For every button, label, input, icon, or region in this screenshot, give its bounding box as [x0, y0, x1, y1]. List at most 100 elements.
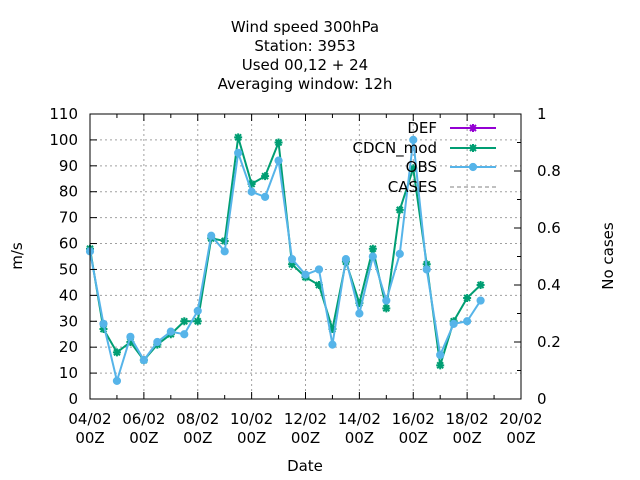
- data-point-marker: [234, 148, 243, 157]
- x-tick-label: 04/02: [68, 410, 111, 428]
- data-point-marker: [449, 319, 458, 328]
- data-point-marker: [476, 296, 485, 305]
- data-point-marker: [469, 144, 477, 152]
- data-point-marker: [409, 135, 418, 145]
- data-point-marker: [301, 270, 310, 279]
- y-tick-label: 70: [59, 209, 78, 227]
- y-tick-label: 110: [49, 105, 78, 123]
- series-obs: [85, 135, 485, 385]
- data-point-marker: [341, 254, 351, 264]
- data-point-marker: [287, 254, 297, 264]
- x-tick-label: 10/02: [230, 410, 273, 428]
- chart-title-line: Station: 3953: [254, 37, 355, 55]
- y-tick-label: 20: [59, 338, 78, 356]
- x-tick-label: 16/02: [392, 410, 435, 428]
- y2-tick-label: 0.4: [537, 276, 561, 294]
- data-point-marker: [463, 293, 472, 302]
- data-point-marker: [395, 205, 404, 214]
- y-tick-label: 90: [59, 157, 78, 175]
- legend-label: CDCN_mod: [352, 139, 437, 158]
- legend-label: DEF: [407, 119, 437, 137]
- data-point-marker: [476, 281, 485, 289]
- data-point-marker: [382, 296, 391, 305]
- data-point-marker: [409, 164, 418, 173]
- data-point-marker: [463, 317, 472, 326]
- data-point-marker: [355, 309, 364, 318]
- grid-layer: [90, 114, 521, 399]
- legend-entry: CASES: [388, 178, 496, 196]
- data-point-marker: [99, 325, 108, 334]
- data-point-marker: [368, 252, 377, 261]
- data-point-marker: [247, 187, 256, 196]
- x-tick-label: 12/02: [284, 410, 327, 428]
- data-point-marker: [207, 231, 216, 240]
- data-point-marker: [180, 330, 189, 339]
- data-point-marker: [112, 348, 121, 357]
- x-tick-label: 06/02: [122, 410, 165, 428]
- data-point-marker: [468, 162, 478, 172]
- y2-tick-label: 1: [537, 105, 547, 123]
- y2-tick-label: 0.8: [537, 162, 561, 180]
- x-tick-label-time: 00Z: [75, 429, 104, 447]
- chart-title-line: Averaging window: 12h: [218, 75, 393, 93]
- data-point-marker: [234, 133, 243, 142]
- y-tick-label: 30: [59, 312, 78, 330]
- x-tick-label-time: 00Z: [129, 429, 158, 447]
- series-line-obs: [89, 139, 482, 385]
- data-point-marker: [328, 325, 337, 334]
- x-tick-label-time: 00Z: [237, 429, 266, 447]
- legend-entry: OBS: [406, 158, 496, 176]
- series-layer: [85, 133, 485, 385]
- y-tick-label: 60: [59, 235, 78, 253]
- x-tick-label-time: 00Z: [506, 429, 535, 447]
- chart-title-line: Used 00,12 + 24: [242, 56, 368, 74]
- plot-frame: [89, 113, 522, 400]
- data-point-marker: [436, 361, 445, 370]
- chart-title-line: Wind speed 300hPa: [231, 18, 379, 36]
- ticks-layer: [89, 113, 522, 400]
- data-point-marker: [153, 337, 162, 347]
- legend-label: CASES: [388, 178, 437, 196]
- data-point-marker: [112, 376, 122, 385]
- x-tick-label: 08/02: [176, 410, 219, 428]
- legend-entry: CDCN_mod: [352, 139, 496, 158]
- x-tick-label: 20/02: [499, 410, 542, 428]
- x-tick-label: 18/02: [446, 410, 489, 428]
- data-point-marker: [274, 138, 283, 147]
- data-point-marker: [126, 332, 135, 341]
- data-point-marker: [395, 249, 404, 259]
- data-point-marker: [166, 327, 175, 336]
- data-point-marker: [99, 319, 108, 328]
- data-point-marker: [247, 179, 256, 188]
- y-tick-label: 50: [59, 260, 78, 278]
- data-point-marker: [469, 124, 477, 132]
- data-point-marker: [314, 265, 324, 274]
- x-tick-label-time: 00Z: [183, 429, 212, 447]
- data-point-marker: [261, 172, 270, 181]
- y2-tick-label: 0.6: [537, 219, 561, 237]
- legend-entry: DEF: [407, 119, 496, 137]
- y2-tick-label: 0: [537, 390, 547, 408]
- data-point-marker: [288, 260, 297, 269]
- data-point-marker: [126, 338, 135, 346]
- y2-tick-label: 0.2: [537, 333, 561, 351]
- y-tick-label: 0: [68, 390, 78, 408]
- y2-axis-label: No cases: [599, 222, 617, 290]
- data-point-marker: [260, 192, 270, 202]
- data-point-marker: [220, 236, 229, 245]
- data-point-marker: [193, 306, 202, 316]
- data-point-marker: [220, 247, 229, 256]
- x-tick-label-time: 00Z: [345, 429, 374, 447]
- data-point-marker: [355, 299, 364, 308]
- data-point-marker: [193, 317, 202, 326]
- data-point-marker: [274, 156, 283, 165]
- y-tick-label: 40: [59, 286, 78, 304]
- data-point-marker: [314, 281, 323, 289]
- x-tick-label-time: 00Z: [399, 429, 428, 447]
- data-point-marker: [422, 265, 431, 274]
- x-tick-label-time: 00Z: [291, 429, 320, 447]
